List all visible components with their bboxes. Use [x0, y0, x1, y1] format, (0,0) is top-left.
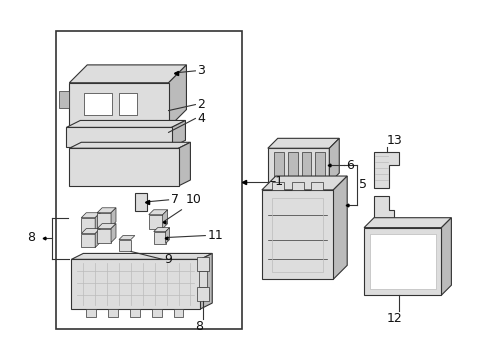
- Polygon shape: [97, 224, 116, 229]
- Bar: [287, 152, 297, 179]
- Polygon shape: [69, 65, 186, 83]
- Ellipse shape: [177, 61, 191, 71]
- Bar: [97, 213, 111, 227]
- Polygon shape: [328, 138, 339, 183]
- Polygon shape: [111, 208, 116, 227]
- Polygon shape: [148, 210, 167, 215]
- Bar: [199, 271, 207, 287]
- Bar: [130, 309, 140, 317]
- Bar: [151, 309, 162, 317]
- Bar: [197, 287, 209, 301]
- Text: 11: 11: [207, 229, 223, 242]
- Bar: [273, 152, 283, 179]
- Bar: [267, 148, 328, 183]
- Polygon shape: [163, 210, 167, 229]
- Bar: [271, 198, 323, 272]
- Bar: [86, 309, 96, 317]
- Text: 2: 2: [197, 98, 205, 111]
- Polygon shape: [178, 142, 190, 186]
- Polygon shape: [71, 253, 212, 260]
- Ellipse shape: [398, 258, 406, 264]
- Bar: [148, 215, 163, 229]
- Polygon shape: [441, 218, 450, 295]
- Polygon shape: [66, 121, 185, 127]
- Bar: [81, 234, 95, 247]
- Polygon shape: [95, 213, 100, 231]
- Polygon shape: [60, 91, 69, 108]
- Polygon shape: [262, 176, 346, 190]
- Text: 3: 3: [197, 64, 205, 77]
- Text: 13: 13: [386, 134, 402, 147]
- Bar: [81, 218, 95, 231]
- Bar: [364, 228, 441, 295]
- Bar: [66, 127, 171, 147]
- Polygon shape: [119, 235, 135, 239]
- Ellipse shape: [135, 190, 146, 196]
- Bar: [56, 31, 242, 329]
- Polygon shape: [267, 138, 339, 148]
- Polygon shape: [373, 196, 393, 220]
- Bar: [271, 182, 283, 190]
- Polygon shape: [81, 213, 100, 218]
- Bar: [69, 148, 178, 186]
- Polygon shape: [97, 208, 116, 213]
- Text: 4: 4: [197, 112, 205, 125]
- Text: –1: –1: [269, 175, 284, 189]
- Bar: [315, 152, 325, 179]
- Bar: [84, 93, 112, 114]
- Polygon shape: [111, 224, 116, 243]
- Polygon shape: [81, 229, 100, 234]
- Polygon shape: [200, 253, 212, 309]
- Polygon shape: [69, 142, 190, 148]
- Bar: [311, 182, 323, 190]
- Bar: [135, 193, 146, 211]
- Polygon shape: [364, 218, 450, 228]
- Bar: [153, 231, 165, 243]
- Polygon shape: [165, 228, 169, 243]
- Text: 7: 7: [170, 193, 178, 206]
- Bar: [291, 182, 303, 190]
- Bar: [69, 83, 168, 127]
- Bar: [262, 190, 333, 279]
- Text: 6: 6: [346, 159, 353, 172]
- Bar: [301, 152, 311, 179]
- Bar: [108, 309, 118, 317]
- Ellipse shape: [85, 165, 93, 171]
- Bar: [173, 309, 183, 317]
- Bar: [119, 239, 131, 251]
- Ellipse shape: [100, 165, 106, 171]
- Ellipse shape: [197, 253, 209, 261]
- Bar: [71, 260, 200, 309]
- Text: 10: 10: [185, 193, 201, 206]
- Polygon shape: [95, 229, 100, 247]
- Ellipse shape: [173, 58, 195, 74]
- Ellipse shape: [113, 165, 120, 171]
- Text: 5: 5: [358, 179, 366, 192]
- Bar: [369, 234, 435, 289]
- Bar: [97, 229, 111, 243]
- Polygon shape: [153, 228, 169, 231]
- Polygon shape: [373, 152, 398, 188]
- Text: 8: 8: [195, 320, 203, 333]
- Ellipse shape: [197, 283, 209, 291]
- Text: 8: 8: [27, 231, 35, 244]
- Polygon shape: [168, 65, 186, 127]
- Text: 9: 9: [164, 253, 172, 266]
- Bar: [197, 257, 209, 271]
- Polygon shape: [333, 176, 346, 279]
- Text: 12: 12: [386, 312, 402, 325]
- Bar: [119, 93, 137, 114]
- Polygon shape: [171, 121, 185, 147]
